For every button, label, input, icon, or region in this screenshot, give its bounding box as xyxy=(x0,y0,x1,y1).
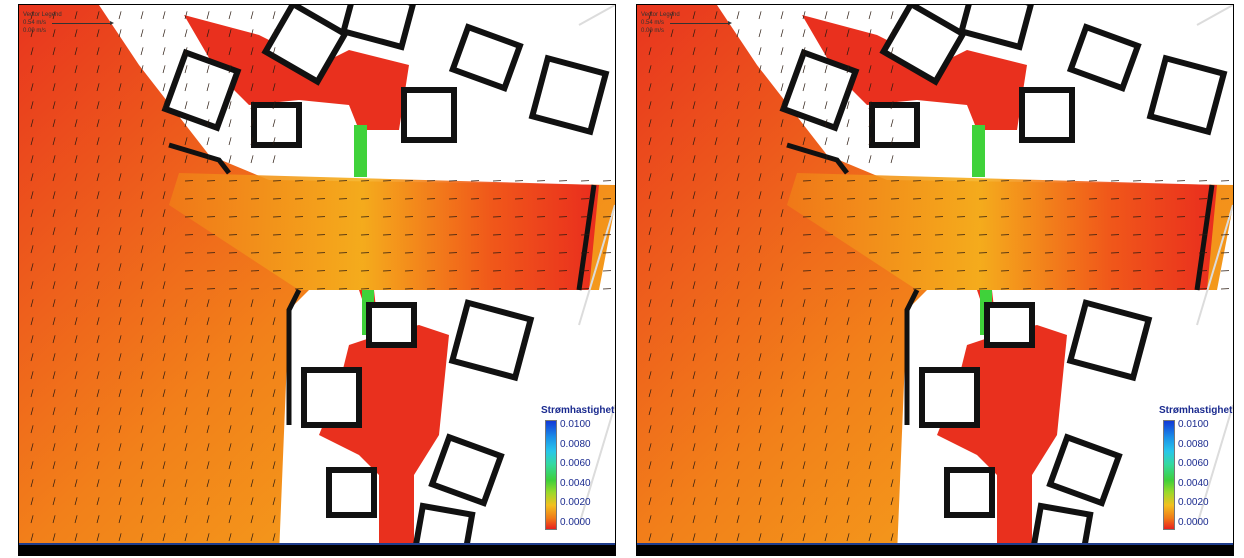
color-legend-title: Strømhastighet xyxy=(1159,405,1233,416)
color-legend-tick: 0.0020 xyxy=(560,497,591,509)
vector-legend-max-row: 0.54 m/s xyxy=(23,19,115,27)
vector-scale-arrow-icon xyxy=(670,20,733,25)
color-legend-tick: 0.0080 xyxy=(1178,438,1209,450)
flow-vectors xyxy=(30,11,612,542)
color-legend-tick: 0.0100 xyxy=(1178,419,1209,430)
color-legend: Strømhastighet 0.0100 0.0080 0.0060 0.00… xyxy=(1159,405,1233,530)
vector-legend: Vector Legend 0.54 m/s 0.00 m/s xyxy=(641,11,733,35)
vector-legend-title: Vector Legend xyxy=(641,12,680,18)
color-legend-tick: 0.0040 xyxy=(560,477,591,489)
status-bar xyxy=(19,543,615,555)
vector-legend-min-label: 0.00 m/s xyxy=(23,28,47,34)
color-legend-tick: 0.0020 xyxy=(1178,497,1209,509)
color-legend-tick: 0.0000 xyxy=(560,516,591,528)
color-legend-tick: 0.0040 xyxy=(1178,477,1209,489)
vector-legend-max-label: 0.54 m/s xyxy=(23,20,47,26)
color-legend-tick: 0.0060 xyxy=(1178,458,1209,470)
flow-vectors xyxy=(648,11,1230,542)
color-legend-tick: 0.0060 xyxy=(560,458,591,470)
vector-legend-max-row: 0.54 m/s xyxy=(641,19,733,27)
flow-map xyxy=(19,5,615,555)
color-legend-tick: 0.0100 xyxy=(560,419,591,430)
flow-map xyxy=(637,5,1233,555)
color-legend: Strømhastighet 0.0100 0.0080 0.0060 0.00… xyxy=(541,405,615,530)
vector-legend-min-label: 0.00 m/s xyxy=(641,28,665,34)
color-legend-title: Strømhastighet xyxy=(541,405,615,416)
color-legend-tick: 0.0080 xyxy=(560,438,591,450)
color-scale-bar xyxy=(1163,420,1175,530)
vector-scale-arrow-icon xyxy=(52,20,115,25)
color-legend-tick: 0.0000 xyxy=(1178,516,1209,528)
color-scale-bar xyxy=(545,420,557,530)
left-flow-panel: Vector Legend 0.54 m/s 0.00 m/s Strømhas… xyxy=(18,4,616,556)
vector-legend-max-label: 0.54 m/s xyxy=(641,20,665,26)
vector-legend: Vector Legend 0.54 m/s 0.00 m/s xyxy=(23,11,115,35)
vector-legend-title: Vector Legend xyxy=(23,12,62,18)
status-bar xyxy=(637,543,1233,555)
right-flow-panel: Vector Legend 0.54 m/s 0.00 m/s Strømhas… xyxy=(636,4,1234,556)
